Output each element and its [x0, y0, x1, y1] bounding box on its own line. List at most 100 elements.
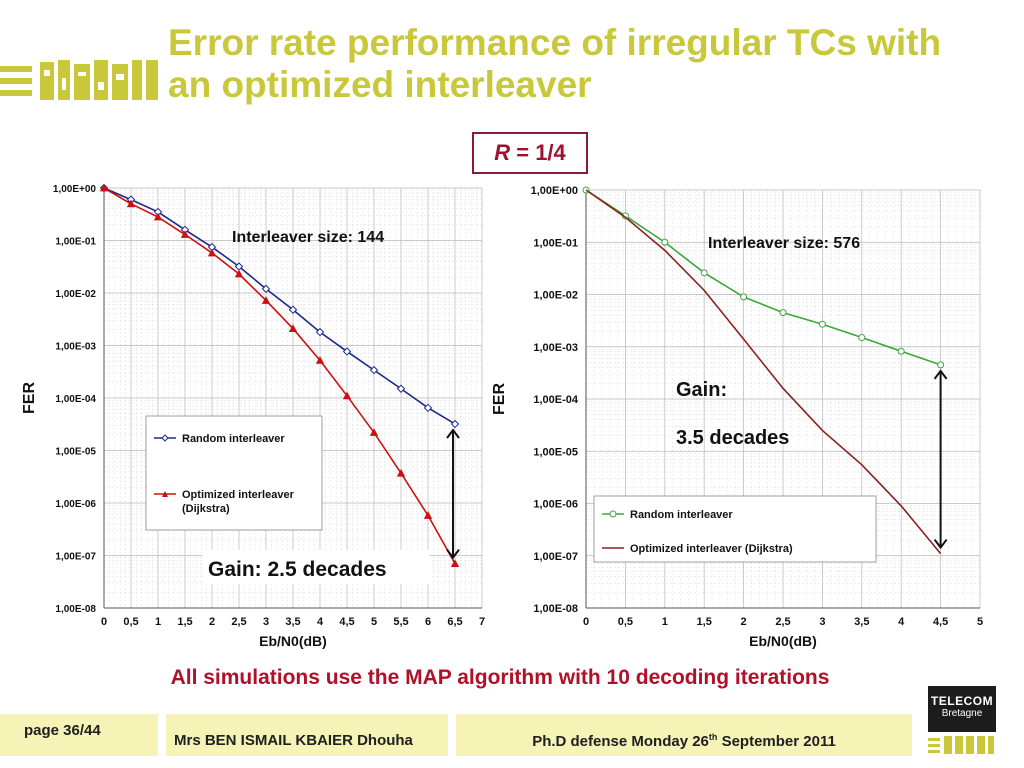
- page-number: page 36/44: [0, 714, 158, 756]
- x-tick-label: 5,5: [393, 616, 408, 628]
- gain-arrow-head-up: [446, 428, 460, 439]
- x-tick-label: 5: [371, 616, 377, 628]
- school-logo: [0, 60, 158, 100]
- legend-label-2: Optimized interleaver: [182, 489, 295, 501]
- y-tick-label: 1,00E-03: [55, 342, 96, 353]
- y-tick-label: 1,00E-04: [55, 394, 96, 405]
- logo-bretagne: Bretagne: [941, 708, 983, 719]
- y-tick-label: 1,00E-04: [533, 394, 579, 406]
- data-point: [423, 511, 433, 519]
- data-point: [779, 309, 787, 317]
- gain-label-line1: Gain:: [676, 379, 727, 401]
- x-tick-label: 4: [317, 616, 324, 628]
- y-tick-label: 1,00E-07: [533, 551, 578, 563]
- x-tick-label: 6: [425, 616, 431, 628]
- data-point: [937, 361, 945, 369]
- data-point: [261, 284, 271, 294]
- x-tick-label: 2: [741, 616, 747, 628]
- y-tick-label: 1,00E-01: [55, 237, 96, 248]
- x-tick-label: 6,5: [447, 616, 462, 628]
- data-point: [207, 248, 217, 257]
- series-line-2: [103, 187, 456, 565]
- data-point: [342, 347, 352, 356]
- data-point: [315, 327, 325, 337]
- x-tick-label: 3: [263, 616, 269, 628]
- x-tick-label: 0,5: [123, 616, 138, 628]
- legend-box: [145, 415, 323, 531]
- data-point: [897, 347, 905, 355]
- data-point: [700, 269, 708, 277]
- slide-title: Error rate performance of irregular TCs …: [168, 22, 942, 105]
- data-point: [369, 428, 379, 436]
- x-tick-label: 4: [898, 616, 905, 628]
- data-point: [450, 559, 460, 568]
- legend-label-2: Optimized interleaver (Dijkstra): [630, 543, 793, 555]
- gain-arrow-head-up: [933, 369, 948, 380]
- interleaver-size-label: Interleaver size: 144: [232, 229, 384, 246]
- y-tick-label: 1,00E-08: [533, 603, 578, 615]
- series-line-2: [585, 189, 942, 555]
- x-tick-label: 0: [583, 616, 589, 628]
- x-tick-label: 4,5: [339, 616, 354, 628]
- data-point: [396, 468, 406, 477]
- data-point: [369, 365, 379, 375]
- y-tick-label: 1,00E-06: [533, 499, 578, 511]
- data-point: [858, 334, 866, 342]
- data-point: [450, 419, 460, 429]
- y-tick-label: 1,00E-06: [55, 499, 96, 510]
- interleaver-size-label: Interleaver size: 576: [708, 235, 860, 252]
- x-axis-label: Eb/N0(dB): [259, 633, 327, 649]
- x-tick-label: 3,5: [854, 616, 869, 628]
- gain-arrow-head-down: [933, 538, 948, 550]
- x-tick-label: 5: [977, 616, 983, 628]
- legend-marker: [162, 491, 168, 497]
- series-line-1: [103, 187, 456, 425]
- x-tick-label: 2,5: [231, 616, 246, 628]
- gain-label: Gain: 2.5 decades: [208, 558, 387, 581]
- data-point: [99, 183, 109, 192]
- y-tick-label: 1,00E-02: [55, 289, 96, 300]
- code-rate-box: R = 1/4: [472, 132, 588, 174]
- data-point: [234, 269, 244, 278]
- x-tick-label: 1,5: [177, 616, 192, 628]
- rate-value: = 1/4: [516, 140, 566, 165]
- x-axis-label: Eb/N0(dB): [749, 633, 817, 649]
- data-point: [288, 305, 298, 314]
- data-point: [423, 403, 433, 413]
- legend-label-1: Random interleaver: [630, 509, 733, 521]
- data-point: [153, 212, 163, 221]
- data-point: [126, 199, 136, 208]
- legend-marker: [609, 510, 617, 518]
- defense-sup: th: [708, 732, 718, 742]
- y-tick-label: 1,00E-05: [55, 447, 96, 458]
- x-tick-label: 2,5: [775, 616, 790, 628]
- legend-label-1: Random interleaver: [182, 433, 285, 445]
- defense-date: Ph.D defense Monday 26th September 2011: [456, 714, 912, 756]
- y-tick-label: 1,00E-03: [533, 342, 578, 354]
- defense-pre: Ph.D defense Monday 26: [532, 733, 709, 750]
- x-tick-label: 7: [479, 616, 485, 628]
- y-tick-label: 1,00E-05: [533, 446, 578, 458]
- defense-post: September 2011: [717, 733, 836, 750]
- data-point: [180, 230, 190, 238]
- rate-symbol: R: [494, 140, 511, 165]
- data-point: [818, 320, 826, 328]
- x-tick-label: 3,5: [285, 616, 300, 628]
- x-tick-label: 4,5: [933, 616, 948, 628]
- logo-glyph-icon: [928, 736, 994, 754]
- gain-label-line2: 3.5 decades: [676, 427, 789, 449]
- x-tick-label: 0: [101, 616, 107, 628]
- data-point: [315, 356, 325, 364]
- fer-chart-576: 0 0,5 1 1,5 2 2,5 3 3,5 4 4,5 5 1,00E+00 1,00E-01 1,0…: [491, 185, 983, 649]
- x-tick-label: 1: [155, 616, 161, 628]
- legend-box: [593, 495, 877, 563]
- y-tick-label: 1,00E-01: [533, 237, 578, 249]
- data-point: [661, 238, 669, 246]
- data-point: [740, 293, 748, 301]
- series-line-1: [585, 189, 941, 366]
- y-tick-label: 1,00E-02: [533, 290, 578, 302]
- data-point: [261, 296, 271, 304]
- x-tick-label: 1: [662, 616, 668, 628]
- y-axis-label: FER: [491, 383, 508, 415]
- legend-marker: [161, 434, 169, 442]
